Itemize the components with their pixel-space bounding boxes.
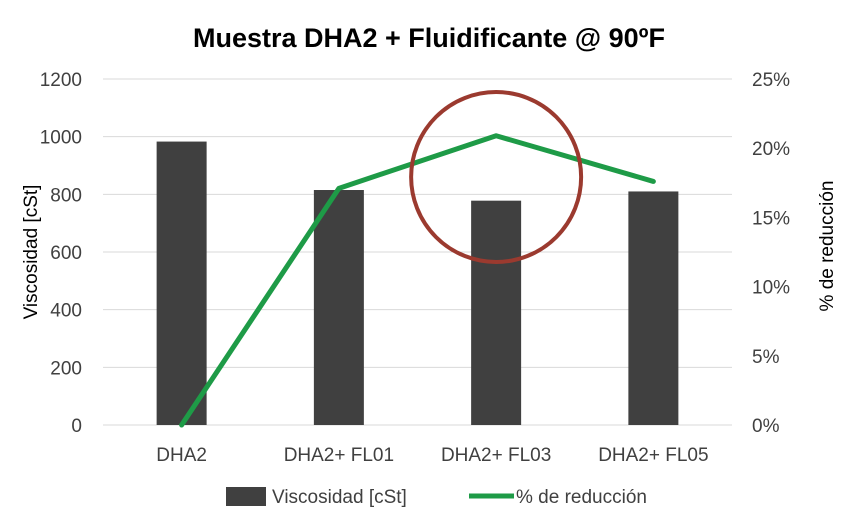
x-tick-label: DHA2	[156, 445, 207, 466]
y2-axis-title: % de reducción	[817, 181, 838, 312]
legend-label: Viscosidad [cSt]	[272, 487, 407, 508]
x-axis-ticks: DHA2 DHA2+ FL01 DHA2+ FL03 DHA2+ FL05	[156, 445, 708, 466]
legend: Viscosidad [cSt] % de reducción	[226, 487, 647, 508]
x-tick-label: DHA2+ FL01	[284, 445, 394, 466]
y-tick-label: 1200	[40, 70, 82, 91]
bar	[313, 190, 364, 425]
x-tick-label: DHA2+ FL03	[441, 445, 551, 466]
y-tick-label: 800	[50, 185, 82, 206]
bar	[471, 200, 522, 425]
y2-tick-label: 5%	[752, 347, 780, 368]
highlight-circle	[409, 90, 584, 264]
y2-axis-ticks: 0% 5% 10% 15% 20% 25%	[752, 70, 790, 437]
chart-title: Muestra DHA2 + Fluidificante @ 90ºF	[193, 23, 665, 53]
annotations	[409, 90, 584, 264]
bar	[628, 191, 679, 425]
y-axis-title: Viscosidad [cSt]	[21, 185, 42, 320]
y2-tick-label: 20%	[752, 139, 790, 160]
reduction-line	[179, 133, 656, 428]
y2-tick-label: 25%	[752, 70, 790, 91]
legend-label: % de reducción	[516, 487, 647, 508]
y-tick-label: 600	[50, 243, 82, 264]
bar-series	[156, 141, 679, 425]
y2-tick-label: 15%	[752, 208, 790, 229]
y-tick-label: 200	[50, 358, 82, 379]
gridlines	[103, 78, 732, 426]
line-series	[179, 133, 656, 428]
y-axis-ticks: 0 200 400 600 800 1000 1200	[40, 70, 82, 437]
y-tick-label: 400	[50, 301, 82, 322]
y-tick-label: 0	[71, 416, 82, 437]
y2-tick-label: 10%	[752, 278, 790, 299]
y-tick-label: 1000	[40, 128, 82, 149]
y2-tick-label: 0%	[752, 416, 780, 437]
bar	[156, 141, 207, 425]
x-tick-label: DHA2+ FL05	[598, 445, 708, 466]
legend-swatch-bar	[226, 487, 266, 506]
